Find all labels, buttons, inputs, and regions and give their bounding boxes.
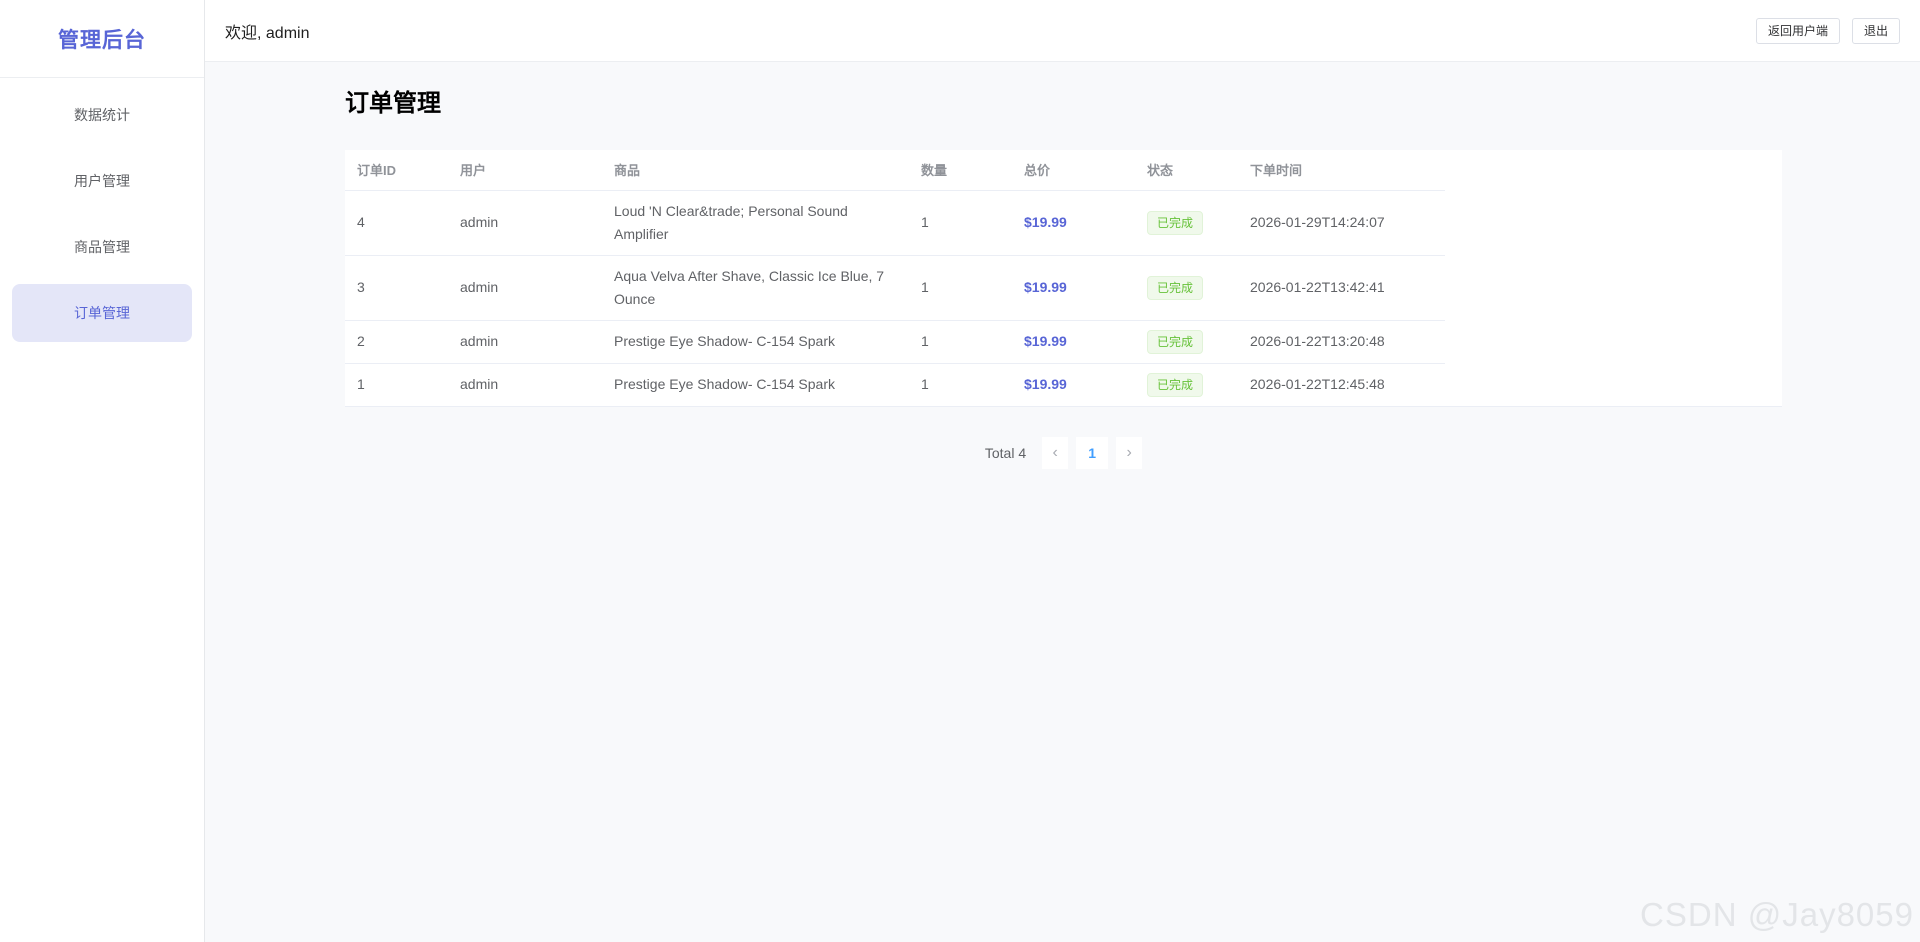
cell-status: 已完成 [1135,320,1238,364]
column-header-status: 状态 [1135,150,1238,191]
table-row[interactable]: 3 admin Aqua Velva After Shave, Classic … [345,255,1445,321]
top-actions: 返回用户端 退出 [1755,17,1900,44]
table-header-row: 订单ID 用户 商品 数量 总价 状态 下单时间 [345,150,1445,191]
sidebar-item-label: 用户管理 [74,173,130,189]
prev-page-chevron-left-icon[interactable]: ‹ [1042,437,1069,469]
sidebar-item-label: 订单管理 [74,305,130,321]
brand-title: 管理后台 [0,0,204,78]
table-row[interactable]: 1 admin Prestige Eye Shadow- C-154 Spark… [345,363,1445,406]
column-header-user: 用户 [448,150,602,191]
cell-status: 已完成 [1135,363,1238,406]
column-header-qty: 数量 [909,150,1012,191]
sidebar: 管理后台 数据统计 用户管理 商品管理 订单管理 [0,0,205,942]
cell-id: 1 [357,376,365,393]
content: 订单管理 订单ID 用户 [205,62,1920,942]
status-badge: 已完成 [1147,329,1204,354]
orders-table-card: 订单ID 用户 商品 数量 总价 状态 下单时间 4 admin [345,150,1782,407]
cell-time: 2026-01-22T12:45:48 [1250,376,1385,393]
back-to-user-button[interactable]: 返回用户端 [1755,17,1840,44]
sidebar-item-products[interactable]: 商品管理 [12,218,192,276]
cell-time: 2026-01-29T14:24:07 [1238,190,1445,256]
cell-product: Prestige Eye Shadow- C-154 Spark [614,376,835,393]
status-badge: 已完成 [1147,275,1204,300]
sidebar-item-label: 商品管理 [74,239,130,255]
sidebar-item-users[interactable]: 用户管理 [12,152,192,210]
cell-total: $19.99 [1012,320,1135,364]
pagination: Total 4 ‹ 1 › [345,437,1782,469]
sidebar-item-label: 数据统计 [74,107,130,123]
column-header-product: 商品 [602,150,909,191]
cell-total: $19.99 [1024,376,1067,393]
cell-time: 2026-01-22T13:20:48 [1238,320,1445,364]
cell-status: 已完成 [1135,255,1238,321]
sidebar-menu: 数据统计 用户管理 商品管理 订单管理 [0,78,204,342]
column-header-time: 下单时间 [1238,150,1445,191]
cell-product: Aqua Velva After Shave, Classic Ice Blue… [602,255,909,321]
sidebar-item-orders[interactable]: 订单管理 [12,284,192,342]
cell-status: 已完成 [1135,190,1238,256]
column-header-id: 订单ID [345,150,448,191]
sidebar-item-statistics[interactable]: 数据统计 [12,86,192,144]
cell-user: admin [448,190,602,256]
cell-total: $19.99 [1012,190,1135,256]
welcome-text: 欢迎, admin [225,24,310,42]
next-page-chevron-right-icon[interactable]: › [1116,437,1143,469]
status-badge: 已完成 [1147,372,1204,397]
table-row[interactable]: 2 admin Prestige Eye Shadow- C-154 Spark… [345,320,1445,364]
cell-user: admin [460,376,499,393]
cell-total: $19.99 [1012,255,1135,321]
cell-qty: 1 [909,255,1012,321]
page-title: 订单管理 [345,90,441,117]
cell-time: 2026-01-22T13:42:41 [1238,255,1445,321]
cell-product: Loud 'N Clear&trade; Personal Sound Ampl… [602,190,909,256]
cell-id: 2 [345,320,448,364]
status-badge: 已完成 [1147,210,1204,235]
logout-button[interactable]: 退出 [1851,17,1900,44]
orders-table: 订单ID 用户 商品 数量 总价 状态 下单时间 4 admin [345,150,1445,406]
pagination-total: Total 4 [984,445,1027,461]
page-number-current[interactable]: 1 [1076,437,1109,469]
cell-user: admin [448,320,602,364]
column-header-total: 总价 [1012,150,1135,191]
cell-id: 4 [345,190,448,256]
cell-product: Prestige Eye Shadow- C-154 Spark [602,320,909,364]
cell-qty: 1 [909,190,1012,256]
cell-qty: 1 [909,320,1012,364]
table-row[interactable]: 4 admin Loud 'N Clear&trade; Personal So… [345,190,1445,256]
cell-qty: 1 [921,376,929,393]
watermark: CSDN @Jay8059 [1640,896,1914,933]
cell-user: admin [448,255,602,321]
cell-id: 3 [345,255,448,321]
main-area: 欢迎, admin 返回用户端 退出 订单管理 [205,0,1920,942]
top-bar: 欢迎, admin 返回用户端 退出 [205,0,1920,62]
